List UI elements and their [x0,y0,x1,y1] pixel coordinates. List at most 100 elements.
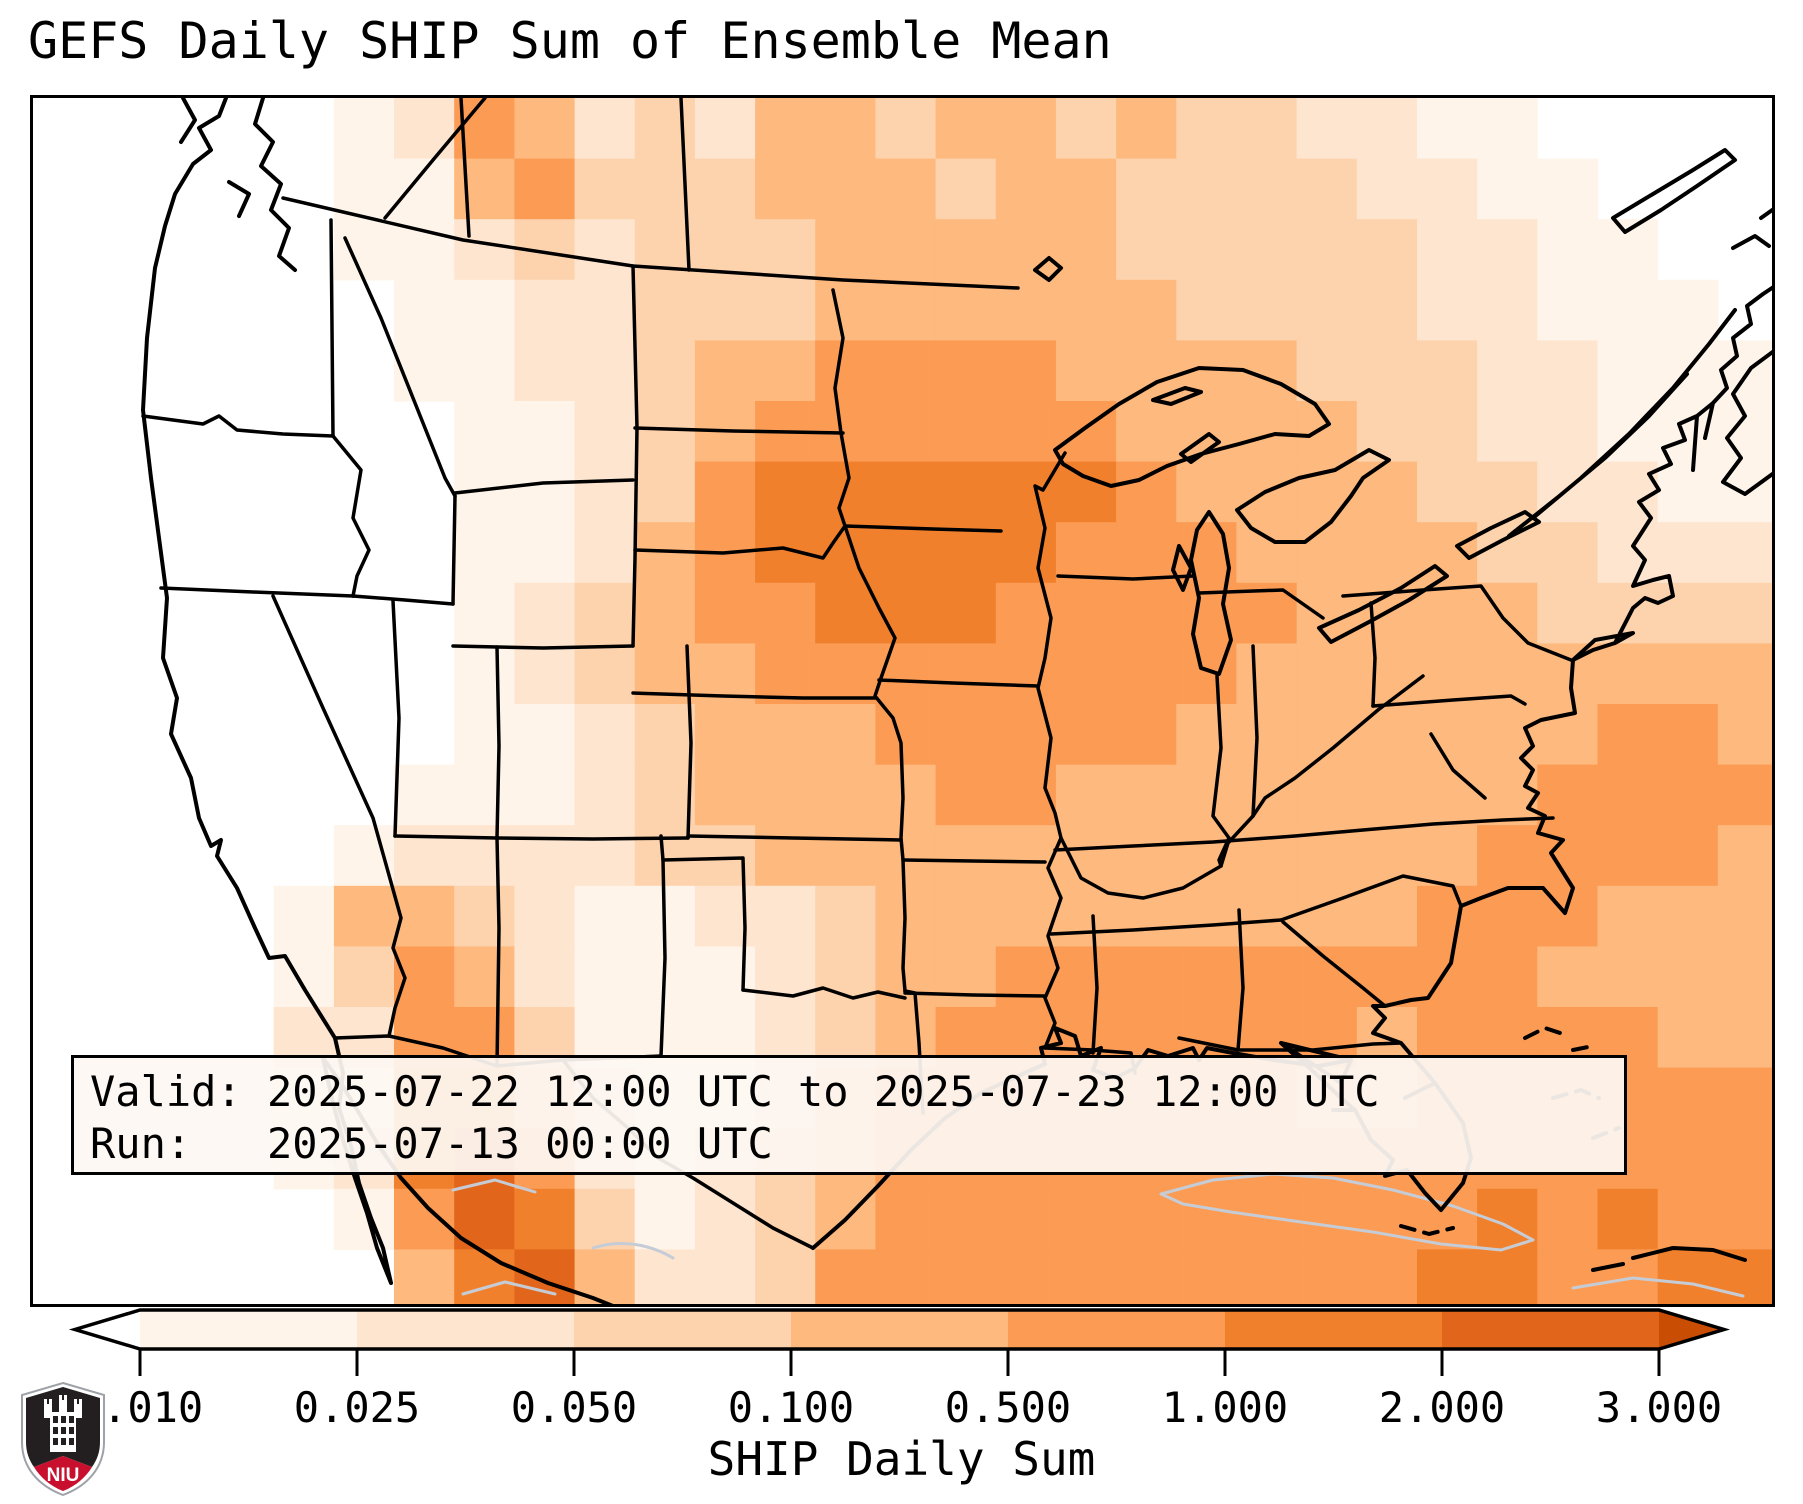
heatmap-cell [1116,643,1177,705]
heatmap-cell [1597,704,1659,766]
heatmap-cell [1296,401,1358,463]
heatmap-cell [1717,704,1772,766]
heatmap-cell [1657,643,1719,705]
heatmap-cell [454,522,515,584]
heatmap-cell [875,522,937,584]
border-ky-tn-va-nc [1053,816,1555,852]
heatmap-cell [694,279,756,341]
heatmap-cell [935,279,997,341]
heatmap-cell [1657,1188,1719,1250]
heatmap-cell [1236,158,1298,220]
heatmap-cell [574,704,636,766]
heatmap-cell [935,885,997,947]
heatmap-cell [1236,98,1298,160]
heatmap-cell [1296,279,1358,341]
heatmap-cell [1537,401,1599,463]
heatmap-cell [1477,401,1538,463]
border-nd-sd [633,426,845,435]
cuba-black-coastline [1591,1246,1747,1272]
heatmap-cell [875,98,937,160]
heatmap-cell [454,704,515,766]
heatmap-cell [514,1249,576,1304]
heatmap-cell [1717,1249,1772,1304]
heatmap-cell [1657,885,1719,947]
border-ks-ok [686,834,903,842]
heatmap-cell [1055,522,1117,584]
heatmap-cell [755,158,816,220]
heatmap-cell [875,764,937,826]
heatmap-cell [1597,1249,1659,1304]
heatmap-cell [1296,98,1358,160]
border-id-mt [343,236,457,498]
heatmap-cell [394,340,455,402]
colorbar-tick-label: 0.100 [728,1383,854,1432]
heatmap-cell [755,1249,816,1304]
heatmap-cell [454,946,515,1008]
heatmap-cell [694,340,756,402]
heatmap-cell [1477,1249,1538,1304]
border-fl-north [1177,1036,1403,1052]
heatmap-cell [1717,825,1772,887]
border-mt-wy [453,478,635,495]
heatmap-cell [755,1188,816,1250]
border-ca-nv [271,594,407,1038]
gray-island-line [1571,1276,1745,1298]
heatmap-cell [1417,340,1478,402]
heatmap-cell [935,340,997,402]
heatmap-cell [574,643,636,705]
heatmap-cell [514,643,576,705]
heatmap-cell [1597,1188,1659,1250]
heatmap-cell [694,461,756,523]
heatmap-cell [1296,764,1358,826]
heatmap-cell [1116,340,1177,402]
heatmap-cell [454,643,515,705]
heatmap-cell [1236,522,1298,584]
heatmap-cell [1055,340,1117,402]
heatmap-cell [1657,1007,1719,1069]
colorbar-tick-label: 2.000 [1379,1383,1505,1432]
heatmap-cell [394,885,455,947]
heatmap-cell [574,401,636,463]
heatmap-cell [333,885,395,947]
heatmap-cell [514,522,576,584]
heatmap-cell [815,340,876,402]
heatmap-cell [514,946,576,1008]
heatmap-cell [1116,98,1177,160]
heatmap-cell [694,885,756,947]
heatmap-cell [875,1249,937,1304]
heatmap-cell [1356,764,1418,826]
heatmap-cell [1176,1188,1238,1250]
heatmap-cell [574,825,636,887]
heatmap-cell [875,340,937,402]
heatmap-cell [634,279,696,341]
heatmap-cell [574,522,636,584]
heatmap-cell [1055,1249,1117,1304]
heatmap-cell [1116,704,1177,766]
colorbar-ticks [138,1349,1661,1376]
colorbar-tick-label: 1.000 [1162,1383,1288,1432]
heatmap-cell [1055,461,1117,523]
heatmap-cell [755,461,816,523]
heatmap-cell [1657,704,1719,766]
heatmap-cell [935,764,997,826]
lake-huron-outline [1235,448,1391,544]
heatmap-cell [935,158,997,220]
border-tn-south [1049,918,1283,936]
heatmap-cell [634,340,696,402]
heatmap-cell [815,582,876,644]
heatmap-cell [935,704,997,766]
heatmap-cell [1597,340,1659,402]
heatmap-cell [394,98,455,160]
border-ne-ia-missouri-river [843,524,907,993]
heatmap-cell [574,582,636,644]
border-wa-id [329,218,335,438]
heatmap-cell [1236,219,1298,281]
heatmap-cell [514,704,576,766]
heatmap-cell [1116,279,1177,341]
border-mi-in-oh [1197,588,1325,620]
heatmap-cell [1236,279,1298,341]
heatmap-cell [1477,522,1538,584]
heatmap-cell [1236,704,1298,766]
colorbar-segment [1008,1310,1226,1349]
heatmap-cell [454,340,515,402]
